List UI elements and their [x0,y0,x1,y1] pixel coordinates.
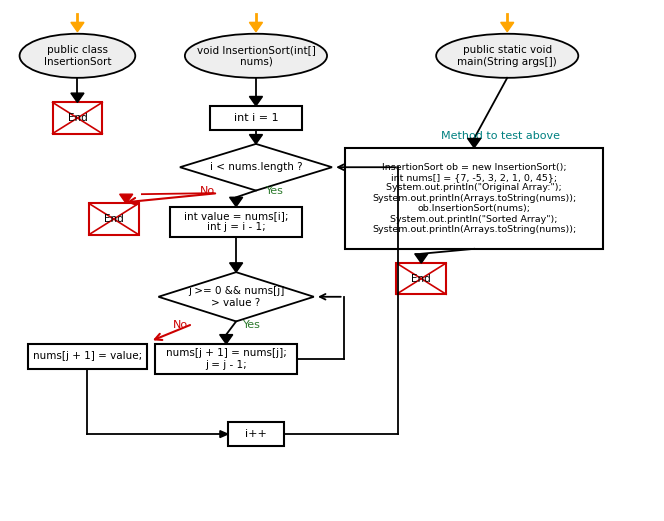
Text: public class
InsertionSort: public class InsertionSort [44,45,111,67]
Polygon shape [250,22,262,32]
Polygon shape [220,431,228,438]
Text: End: End [412,274,431,283]
Polygon shape [230,197,242,207]
Text: Method to test above: Method to test above [441,131,560,141]
Polygon shape [220,334,233,344]
Bar [28,344,147,369]
Bar [210,106,302,130]
Text: i < nums.length ?: i < nums.length ? [210,162,302,172]
Text: Yes: Yes [243,320,260,330]
Polygon shape [230,263,242,272]
Text: i++: i++ [245,429,267,439]
Text: No: No [173,320,189,330]
Polygon shape [180,144,332,191]
Text: int value = nums[i];
int j = i - 1;: int value = nums[i]; int j = i - 1; [184,211,288,232]
Polygon shape [71,22,84,32]
Polygon shape [159,272,314,321]
Bar [170,207,302,237]
Bar [345,148,603,249]
Ellipse shape [436,34,578,78]
Text: int i = 1: int i = 1 [234,113,278,123]
Text: void InsertionSort(int[]
nums): void InsertionSort(int[] nums) [197,45,315,67]
Polygon shape [120,194,133,204]
Bar [396,263,446,294]
Bar [52,103,102,133]
Text: nums[j + 1] = nums[j];
j = j - 1;: nums[j + 1] = nums[j]; j = j - 1; [166,348,287,370]
Bar [228,423,284,446]
Text: j >= 0 && nums[j]
> value ?: j >= 0 && nums[j] > value ? [188,286,284,307]
Text: Yes: Yes [266,186,284,196]
Bar [155,344,297,374]
Text: End: End [68,113,87,123]
Polygon shape [415,254,428,263]
Polygon shape [71,93,84,103]
Polygon shape [250,134,262,144]
Polygon shape [467,139,481,148]
Bar [89,204,139,234]
Polygon shape [250,96,262,106]
Ellipse shape [19,34,135,78]
Text: End: End [104,214,124,224]
Text: No: No [200,186,215,196]
Text: public static void
main(String args[]): public static void main(String args[]) [457,45,557,67]
Text: InsertionSort ob = new InsertionSort();
int nums[] = {7, -5, 3, 2, 1, 0, 45};
Sy: InsertionSort ob = new InsertionSort(); … [372,163,576,234]
Polygon shape [501,22,514,32]
Ellipse shape [185,34,327,78]
Text: nums[j + 1] = value;: nums[j + 1] = value; [33,351,142,362]
